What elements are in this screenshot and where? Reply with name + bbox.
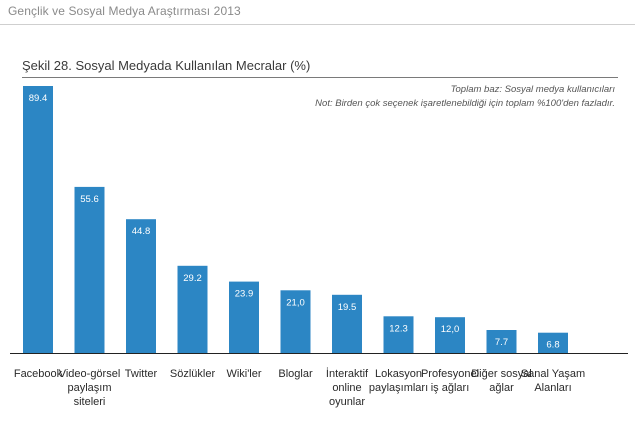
category-label-line: paylaşımları	[369, 382, 428, 394]
header-divider	[0, 24, 635, 25]
category-label-line: Sanal Yaşam	[521, 368, 585, 380]
category-label-line: Bloglar	[278, 368, 313, 380]
figure-title: Şekil 28. Sosyal Medyada Kullanılan Mecr…	[22, 58, 311, 73]
bar-value-label: 19.5	[338, 302, 357, 313]
category-label-line: oyunlar	[329, 396, 365, 408]
category-label-line: Sözlükler	[170, 368, 216, 380]
category-label: Sanal Yaşam Alanları	[521, 368, 585, 394]
category-label-line: İnteraktif	[326, 367, 369, 380]
category-label: Bloglar	[278, 368, 313, 380]
category-label-line: paylaşım	[67, 382, 111, 394]
category-label: Lokasyon paylaşımları	[369, 368, 428, 394]
category-label-line: Diğer sosyal	[471, 368, 532, 380]
bar	[280, 290, 311, 353]
category-label: Profesyonel iş ağları	[421, 368, 479, 394]
bar	[229, 281, 259, 353]
category-label: Wiki'ler	[226, 368, 261, 380]
category-label-line: Wiki'ler	[226, 368, 261, 380]
bar-value-label: 7.7	[495, 337, 508, 348]
bar	[486, 330, 517, 353]
category-label: Video-görsel paylaşım siteleri	[59, 368, 121, 408]
category-label-line: Facebook	[14, 368, 63, 380]
category-label-line: Twitter	[125, 368, 158, 380]
bar-value-label: 89.4	[29, 93, 48, 104]
bar	[126, 219, 156, 353]
category-label-line: Lokasyon	[375, 368, 422, 380]
category-label-line: Alanları	[534, 382, 571, 394]
bar-value-label: 6.8	[546, 340, 559, 351]
category-label: Twitter	[125, 368, 158, 380]
bar-value-labels: 89.4 55.6 44.8 29.2 23.9 21,0 19.5 12.3 12,0 7.7 6…	[29, 93, 560, 351]
report-header: Gençlik ve Sosyal Medya Araştırması 2013	[8, 4, 241, 18]
category-label: Facebook	[14, 368, 63, 380]
multi-choice-note: Not: Birden çok seçenek işaretlenebildiğ…	[315, 98, 615, 109]
category-label: İnteraktif online oyunlar	[326, 367, 369, 408]
bar	[538, 332, 568, 353]
bar	[383, 316, 414, 353]
bar	[74, 186, 105, 353]
category-label-line: Video-görsel	[59, 368, 121, 380]
category-label-line: iş ağları	[431, 382, 470, 394]
bar	[435, 317, 465, 353]
category-label-line: ağlar	[489, 382, 514, 394]
category-label-line: online	[332, 382, 361, 394]
category-label: Diğer sosyal ağlar	[471, 368, 532, 394]
bar-value-label: 29.2	[183, 273, 202, 284]
bar-value-label: 55.6	[80, 194, 99, 205]
bar	[332, 294, 362, 353]
bar-value-label: 21,0	[286, 297, 305, 308]
bars-group	[23, 86, 568, 353]
category-label-line: siteleri	[74, 396, 106, 408]
title-divider	[22, 77, 618, 78]
category-label: Sözlükler	[170, 368, 216, 380]
bar	[23, 86, 53, 353]
category-label-line: Profesyonel	[421, 368, 479, 380]
bar	[177, 265, 208, 353]
bar-value-label: 23.9	[235, 289, 254, 300]
bar-value-label: 12.3	[389, 323, 408, 334]
bar-value-label: 12,0	[441, 324, 460, 335]
bar-value-label: 44.8	[132, 226, 151, 237]
base-note: Toplam baz: Sosyal medya kullanıcıları	[450, 84, 615, 95]
